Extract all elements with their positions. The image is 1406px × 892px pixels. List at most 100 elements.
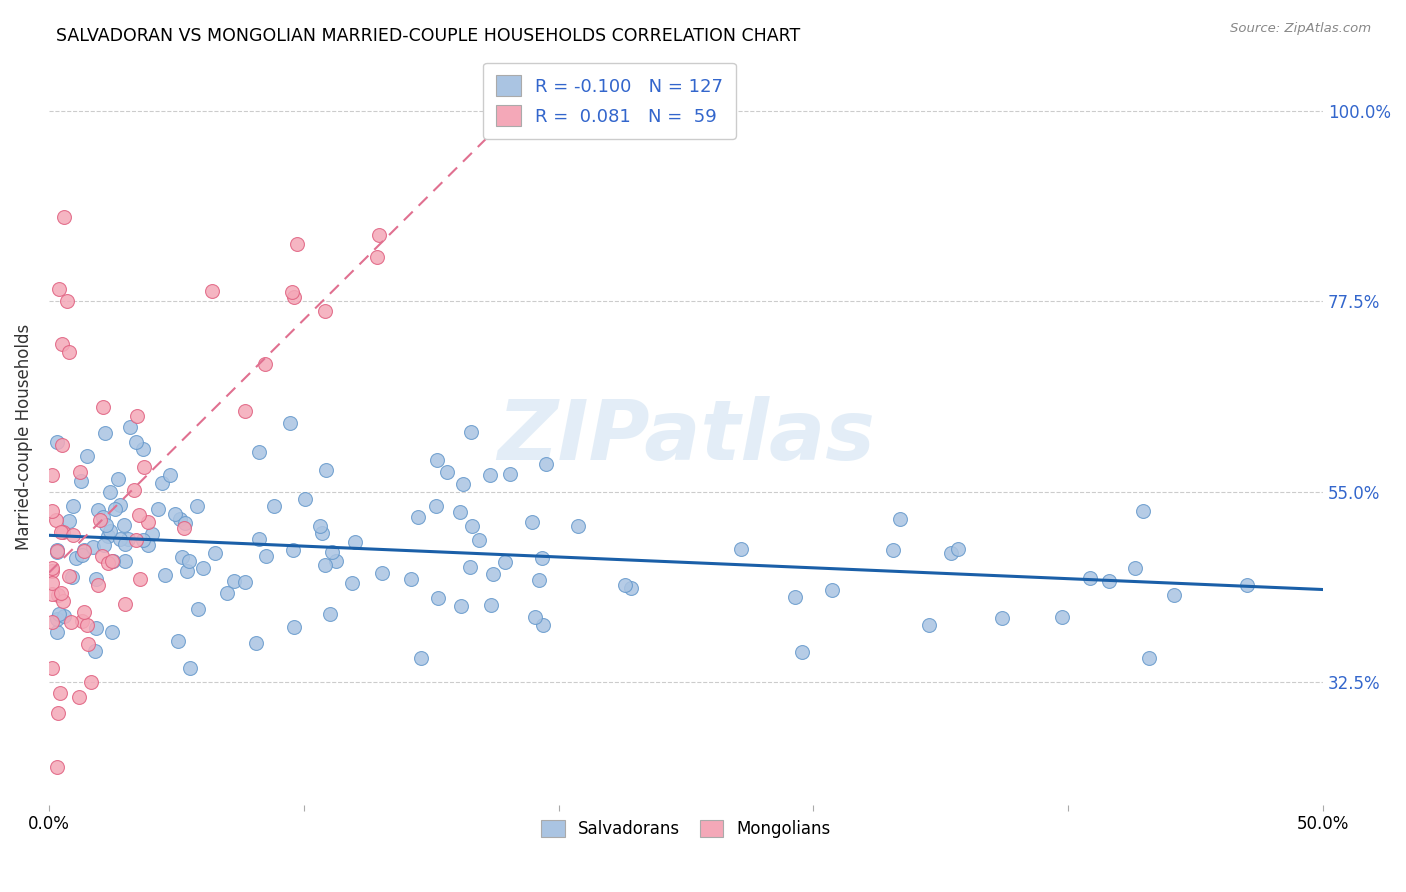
- Point: [523, 610, 546, 624]
- Point: [101, 554, 124, 568]
- Point: [233, 404, 256, 418]
- Point: [308, 518, 330, 533]
- Point: [173, 521, 195, 535]
- Point: [141, 527, 163, 541]
- Point: [122, 483, 145, 497]
- Point: [129, 573, 152, 587]
- Point: [114, 554, 136, 568]
- Point: [253, 357, 276, 371]
- Point: [531, 551, 554, 566]
- Point: [314, 304, 336, 318]
- Point: [65, 550, 87, 565]
- Point: [118, 420, 141, 434]
- Point: [41, 661, 63, 675]
- Point: [72, 543, 94, 558]
- Point: [108, 532, 131, 546]
- Point: [1125, 560, 1147, 574]
- Point: [533, 618, 555, 632]
- Point: [343, 534, 366, 549]
- Point: [450, 599, 472, 614]
- Point: [62, 528, 84, 542]
- Point: [176, 564, 198, 578]
- Point: [479, 598, 502, 612]
- Point: [1163, 588, 1185, 602]
- Point: [69, 465, 91, 479]
- Point: [460, 559, 482, 574]
- Point: [1098, 574, 1121, 588]
- Point: [529, 573, 551, 587]
- Point: [283, 290, 305, 304]
- Point: [478, 467, 501, 482]
- Point: [283, 620, 305, 634]
- Point: [150, 475, 173, 490]
- Point: [169, 512, 191, 526]
- Point: [97, 556, 120, 570]
- Point: [70, 614, 93, 628]
- Point: [179, 554, 201, 568]
- Point: [91, 509, 114, 524]
- Point: [51, 437, 73, 451]
- Point: [620, 581, 643, 595]
- Point: [41, 561, 63, 575]
- Point: [136, 516, 159, 530]
- Point: [368, 227, 391, 242]
- Point: [77, 637, 100, 651]
- Point: [87, 502, 110, 516]
- Point: [91, 400, 114, 414]
- Point: [411, 651, 433, 665]
- Point: [785, 591, 807, 605]
- Point: [132, 533, 155, 548]
- Point: [294, 491, 316, 506]
- Point: [131, 442, 153, 456]
- Point: [100, 625, 122, 640]
- Point: [233, 574, 256, 589]
- Point: [107, 472, 129, 486]
- Point: [48, 282, 70, 296]
- Point: [70, 548, 93, 562]
- Point: [153, 568, 176, 582]
- Point: [53, 210, 76, 224]
- Point: [94, 517, 117, 532]
- Point: [60, 570, 83, 584]
- Point: [187, 601, 209, 615]
- Point: [45, 513, 67, 527]
- Point: [108, 499, 131, 513]
- Point: [112, 517, 135, 532]
- Point: [460, 425, 482, 439]
- Point: [48, 607, 70, 622]
- Point: [45, 542, 67, 557]
- Legend: Salvadorans, Mongolians: Salvadorans, Mongolians: [534, 813, 838, 845]
- Point: [167, 633, 190, 648]
- Point: [1078, 571, 1101, 585]
- Point: [82, 540, 104, 554]
- Point: [41, 504, 63, 518]
- Point: [134, 459, 156, 474]
- Point: [1137, 650, 1160, 665]
- Point: [449, 506, 471, 520]
- Point: [534, 457, 557, 471]
- Point: [114, 597, 136, 611]
- Point: [58, 514, 80, 528]
- Point: [427, 591, 450, 605]
- Point: [125, 409, 148, 423]
- Y-axis label: Married-couple Households: Married-couple Households: [15, 324, 32, 549]
- Point: [46, 435, 69, 450]
- Text: ZIPatlas: ZIPatlas: [498, 396, 875, 477]
- Point: [224, 574, 246, 588]
- Text: Source: ZipAtlas.com: Source: ZipAtlas.com: [1230, 22, 1371, 36]
- Point: [821, 582, 844, 597]
- Point: [69, 474, 91, 488]
- Point: [406, 509, 429, 524]
- Point: [254, 549, 277, 564]
- Point: [889, 512, 911, 526]
- Point: [426, 452, 449, 467]
- Point: [1132, 504, 1154, 518]
- Point: [939, 546, 962, 560]
- Point: [193, 561, 215, 575]
- Point: [86, 621, 108, 635]
- Point: [94, 425, 117, 440]
- Point: [614, 578, 637, 592]
- Point: [52, 608, 75, 623]
- Point: [311, 526, 333, 541]
- Point: [58, 345, 80, 359]
